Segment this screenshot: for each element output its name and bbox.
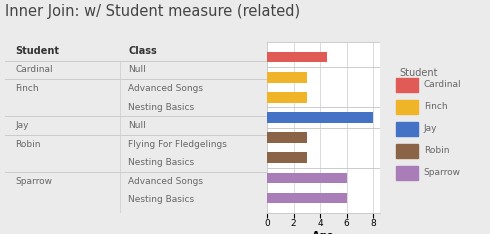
Text: Student: Student bbox=[15, 46, 59, 56]
Bar bbox=[396, 100, 418, 114]
Text: Cardinal: Cardinal bbox=[15, 66, 53, 74]
Text: Nesting Basics: Nesting Basics bbox=[128, 102, 194, 112]
Bar bbox=[267, 92, 307, 103]
Text: Jay: Jay bbox=[15, 121, 29, 130]
Text: Flying For Fledgelings: Flying For Fledgelings bbox=[128, 140, 227, 149]
Bar bbox=[267, 112, 373, 123]
Text: Jay: Jay bbox=[424, 124, 438, 133]
Bar bbox=[396, 144, 418, 158]
Bar bbox=[267, 72, 307, 83]
Bar bbox=[396, 78, 418, 92]
Bar bbox=[267, 52, 327, 62]
Bar bbox=[267, 172, 346, 183]
Text: Robin: Robin bbox=[424, 146, 449, 155]
Text: Inner Join: w/ Student measure (related): Inner Join: w/ Student measure (related) bbox=[5, 4, 300, 18]
Text: Class: Class bbox=[128, 46, 157, 56]
Text: Null: Null bbox=[128, 121, 146, 130]
Text: Null: Null bbox=[128, 66, 146, 74]
Bar bbox=[267, 132, 307, 143]
Text: Sparrow: Sparrow bbox=[424, 168, 461, 177]
Text: Nesting Basics: Nesting Basics bbox=[128, 195, 194, 205]
Text: Student: Student bbox=[399, 68, 438, 78]
Text: Nesting Basics: Nesting Basics bbox=[128, 158, 194, 167]
Bar bbox=[267, 193, 346, 203]
Bar bbox=[396, 122, 418, 136]
Bar bbox=[267, 152, 307, 163]
X-axis label: Age: Age bbox=[312, 231, 335, 234]
Text: Robin: Robin bbox=[15, 140, 41, 149]
Text: Cardinal: Cardinal bbox=[424, 80, 462, 89]
Text: Finch: Finch bbox=[15, 84, 39, 93]
Text: Sparrow: Sparrow bbox=[15, 177, 52, 186]
Bar bbox=[396, 166, 418, 180]
Text: Advanced Songs: Advanced Songs bbox=[128, 84, 203, 93]
Text: Finch: Finch bbox=[424, 102, 447, 111]
Text: Advanced Songs: Advanced Songs bbox=[128, 177, 203, 186]
